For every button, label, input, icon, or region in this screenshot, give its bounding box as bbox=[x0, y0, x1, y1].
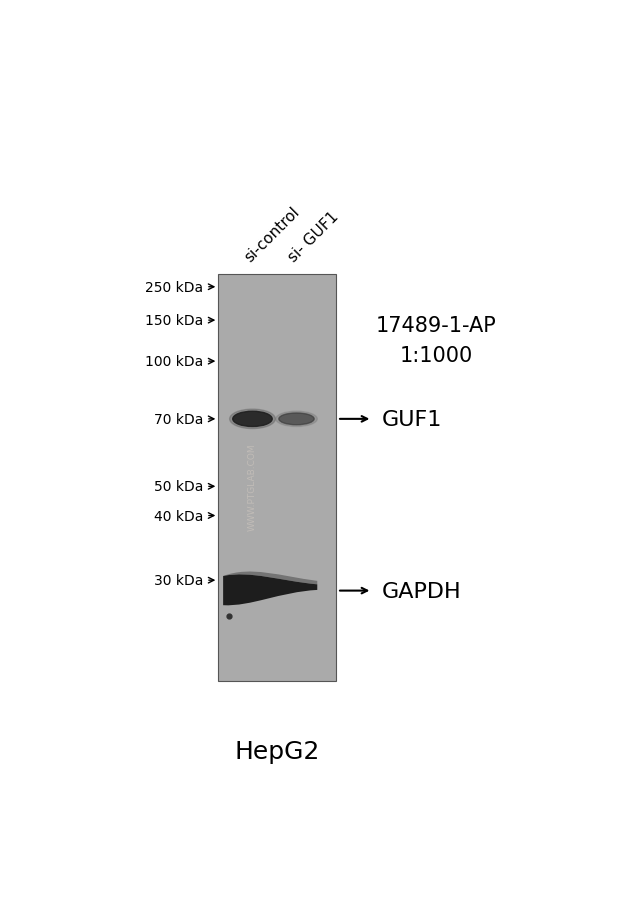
Text: 50 kDa: 50 kDa bbox=[154, 480, 204, 493]
Text: 250 kDa: 250 kDa bbox=[146, 281, 204, 294]
Bar bbox=[218, 275, 336, 681]
Text: si-control: si-control bbox=[242, 204, 303, 264]
Text: WWW.PTGLAB.COM: WWW.PTGLAB.COM bbox=[248, 443, 257, 530]
Text: GAPDH: GAPDH bbox=[382, 581, 462, 601]
PathPatch shape bbox=[223, 575, 317, 605]
Text: HepG2: HepG2 bbox=[234, 739, 320, 763]
Text: 100 kDa: 100 kDa bbox=[145, 354, 204, 369]
Text: GUF1: GUF1 bbox=[382, 410, 442, 429]
Ellipse shape bbox=[276, 411, 317, 427]
Text: 40 kDa: 40 kDa bbox=[154, 509, 204, 523]
Text: si- GUF1: si- GUF1 bbox=[286, 208, 342, 264]
Text: 70 kDa: 70 kDa bbox=[154, 412, 204, 427]
Ellipse shape bbox=[279, 413, 314, 426]
Ellipse shape bbox=[233, 411, 272, 427]
Text: 17489-1-AP
1:1000: 17489-1-AP 1:1000 bbox=[375, 316, 496, 365]
PathPatch shape bbox=[223, 572, 317, 584]
Text: 150 kDa: 150 kDa bbox=[145, 314, 204, 327]
Ellipse shape bbox=[230, 410, 275, 429]
Text: 30 kDa: 30 kDa bbox=[154, 574, 204, 587]
